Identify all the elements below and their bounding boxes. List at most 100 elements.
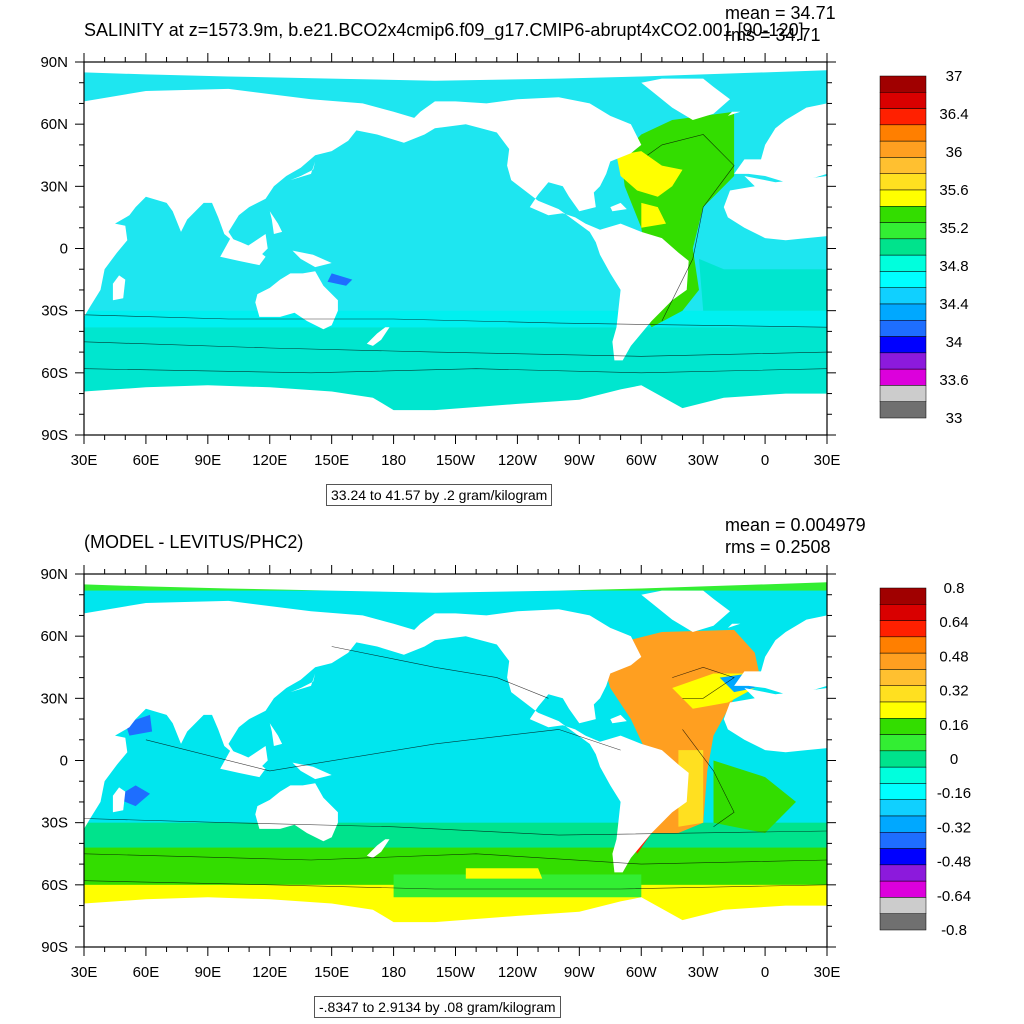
- salinity-rms: rms = 34.71: [725, 25, 821, 45]
- y-tick-label: 0: [60, 241, 68, 258]
- y-tick-label: 60S: [41, 877, 68, 894]
- colorbar-swatch: [879, 587, 927, 605]
- colorbar-label: 36.4: [939, 106, 968, 123]
- x-tick-label: 30E: [71, 452, 98, 469]
- colorbar-swatch: [879, 401, 927, 419]
- colorbar-swatch: [879, 604, 927, 621]
- subantarctic-band: [84, 822, 827, 848]
- contour-line: [647, 134, 735, 322]
- colorbar-label: 0.48: [939, 648, 968, 665]
- contour-line: [84, 341, 827, 357]
- land-polygon: [727, 623, 741, 628]
- colorbar-label: -0.48: [937, 854, 971, 871]
- colorbar: 37 36.4 36 35.6 35.2 34.8 34.4 34 33.6 33: [879, 68, 969, 427]
- x-tick-label: 90E: [194, 964, 221, 981]
- colorbar-swatch: [879, 254, 927, 272]
- x-tick-label: 120W: [498, 964, 538, 981]
- land-polygon: [292, 250, 332, 268]
- x-tick-label: 150E: [314, 452, 349, 469]
- x-tick-label: 150W: [436, 964, 476, 981]
- y-tick-label: 90N: [40, 54, 68, 71]
- colorbar-label: 0.64: [939, 614, 968, 631]
- land-polygon: [84, 600, 689, 873]
- x-tick-label: 30E: [71, 964, 98, 981]
- colorbar-swatch: [879, 685, 927, 703]
- colorbar-swatch: [879, 669, 927, 686]
- colorbar-swatch: [879, 815, 927, 833]
- colorbar-swatch: [879, 832, 927, 849]
- y-tick-label: 30N: [40, 178, 68, 195]
- salinity-title: SALINITY at z=1573.9m, b.e21.BCO2x4cmip6…: [84, 20, 804, 40]
- land-polygon: [723, 688, 827, 753]
- y-axis: 90N 60N 30N 0 30S 60S 90S: [40, 54, 836, 444]
- pacific-yellow-patch: [465, 868, 543, 879]
- y-tick-label: 30S: [41, 815, 68, 832]
- colorbar-swatch: [879, 750, 927, 768]
- land-polygon: [84, 574, 827, 593]
- land-polygon: [269, 723, 283, 746]
- colorbar-label: 37: [946, 68, 963, 85]
- ocean-field: [84, 574, 827, 947]
- colorbar-label: 33.6: [939, 372, 968, 389]
- colorbar-swatch: [879, 303, 927, 321]
- colorbar-swatch: [879, 157, 927, 174]
- contours: [84, 134, 827, 374]
- x-tick-label: 60E: [133, 452, 160, 469]
- x-tick-label: 90E: [194, 452, 221, 469]
- x-tick-label: 30W: [688, 452, 720, 469]
- land-polygon: [220, 238, 266, 266]
- y-tick-label: 90N: [40, 566, 68, 583]
- land-polygon: [292, 762, 332, 780]
- contour-line: [672, 666, 735, 699]
- y-tick-label: 60S: [41, 365, 68, 382]
- contour-line: [331, 646, 549, 699]
- colorbar-swatch: [879, 799, 927, 817]
- colorbar-swatch: [879, 701, 927, 719]
- x-axis: 30E 60E 90E 120E 150E 180 150W 120W 90W 60W 30W 0 30…: [71, 53, 840, 469]
- land-polygon: [247, 234, 268, 257]
- south-atlantic-east: [699, 258, 827, 311]
- colorbar-swatch: [879, 897, 927, 914]
- y-tick-label: 60N: [40, 628, 68, 645]
- land-polygon: [366, 839, 390, 858]
- colorbar-swatch: [879, 718, 927, 735]
- land-polygon: [84, 62, 827, 81]
- difference-map-chart: 30E 60E 90E 120E 150E 180 150W 120W 90W 60W 30W 0 30…: [40, 565, 971, 981]
- y-tick-label: 0: [60, 753, 68, 770]
- colorbar-label: 33: [946, 410, 963, 427]
- x-tick-label: 60W: [626, 964, 658, 981]
- contour-line: [84, 368, 827, 374]
- y-tick-label: 90S: [41, 427, 68, 444]
- colorbar-label: 35.6: [939, 182, 968, 199]
- coral-sea-low: [327, 273, 353, 286]
- land-polygon: [247, 746, 268, 769]
- colorbar-label: 34.4: [939, 296, 968, 313]
- colorbar-label: 0: [950, 751, 958, 768]
- subtropical-north-atlantic: [616, 151, 683, 197]
- y-axis: 90N 60N 30N 0 30S 60S 90S: [40, 566, 836, 956]
- colorbar-label: -0.32: [937, 819, 971, 836]
- land-polygon: [255, 271, 338, 330]
- colorbar-swatch: [879, 766, 927, 784]
- south-atlantic-green: [713, 760, 796, 833]
- land-polygon: [641, 590, 730, 632]
- x-tick-label: 0: [761, 452, 769, 469]
- y-tick-label: 90S: [41, 939, 68, 956]
- colorbar-swatch: [879, 783, 927, 800]
- pacific-sector-green: [393, 874, 642, 898]
- colorbar-swatch: [879, 92, 927, 109]
- y-tick-label: 30N: [40, 690, 68, 707]
- land-polygon: [610, 202, 627, 212]
- colorbar-swatch: [879, 368, 927, 386]
- contours: [84, 646, 827, 890]
- colorbar-label: -0.64: [937, 888, 971, 905]
- land-polygon: [112, 275, 126, 301]
- colorbar-swatch: [879, 636, 927, 654]
- colorbar-label: 0.16: [939, 717, 968, 734]
- colorbar-label: 34.8: [939, 258, 968, 275]
- colorbar-swatch: [879, 140, 927, 158]
- land-polygon: [366, 327, 390, 346]
- land-polygon: [84, 88, 689, 361]
- x-tick-label: 150W: [436, 452, 476, 469]
- difference-range-info: -.8347 to 2.9134 by .08 gram/kilogram: [314, 996, 561, 1018]
